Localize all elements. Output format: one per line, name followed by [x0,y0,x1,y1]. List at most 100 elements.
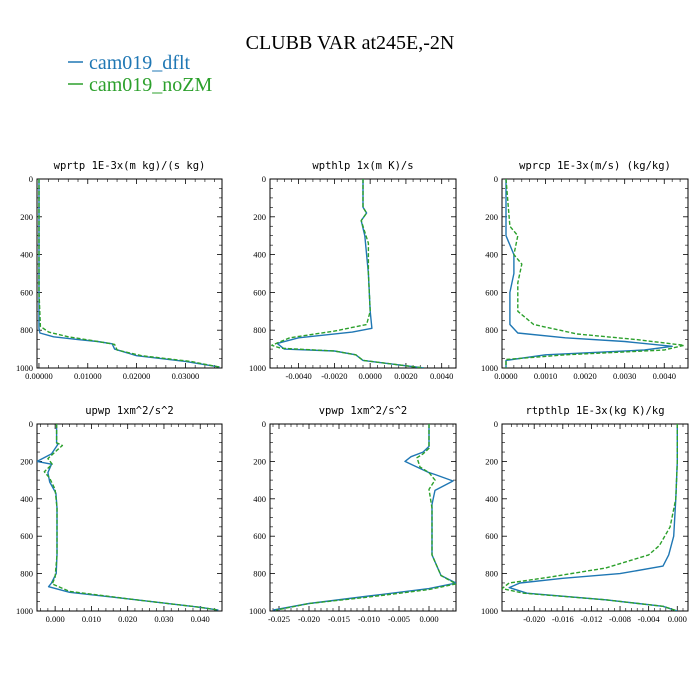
series-line-dflt [508,424,678,611]
x-tick-label: -0.008 [609,614,631,624]
y-tick-label: 0 [494,419,498,429]
legend-label-noZM: cam019_noZM [89,74,213,96]
y-tick-label: 400 [20,250,33,260]
x-tick-label: 0.0020 [394,371,417,381]
y-tick-label: 0 [29,174,33,184]
x-tick-label: 0.000 [419,614,438,624]
x-tick-label: -0.010 [358,614,380,624]
panel-title: rtpthlp 1E-3x(kg K)/kg [525,405,664,417]
x-tick-label: -0.0020 [321,371,347,381]
x-tick-label: 0.030 [154,614,173,624]
panel-title: wprcp 1E-3x(m/s) (kg/kg) [519,160,671,172]
y-tick-label: 800 [485,569,498,579]
y-tick-label: 600 [485,531,498,541]
series-line-noZM [271,179,424,368]
y-tick-label: 600 [20,531,33,541]
y-tick-label: 1000 [481,363,498,373]
panel-title: vpwp 1xm^2/s^2 [319,405,408,417]
panel-title: wprtp 1E-3x(m kg)/(s kg) [54,160,206,172]
y-tick-label: 0 [262,419,266,429]
x-tick-label: -0.0040 [286,371,312,381]
y-tick-label: 0 [262,174,266,184]
x-tick-label: 0.040 [191,614,210,624]
x-tick-label: -0.020 [523,614,545,624]
panel-2: wpthlp 1x(m K)/s 0 200 400 600 800 1000 -0.0040… [249,160,457,381]
y-tick-label: 200 [485,212,498,222]
y-tick-label: 200 [253,456,266,466]
x-tick-label: -0.020 [298,614,320,624]
y-tick-label: 400 [253,494,266,504]
series-line-noZM [38,179,220,368]
series-line-dflt [276,179,424,368]
panel-title: wpthlp 1x(m K)/s [312,160,413,172]
x-tick-label: 0.0010 [534,371,557,381]
x-tick-label: 0.000 [668,614,687,624]
y-tick-label: 0 [494,174,498,184]
y-tick-label: 200 [20,456,33,466]
y-tick-label: 600 [253,287,266,297]
y-tick-label: 600 [20,287,33,297]
y-tick-label: 400 [253,250,266,260]
series-line-dflt [505,179,673,368]
series-line-noZM [505,179,685,368]
series-line-dflt [272,424,456,611]
panel-grid: wprtp 1E-3x(m kg)/(s kg) 0 200 400 600 800 100… [16,160,689,624]
figure-title: CLUBB VAR at245E,-2N [246,32,455,54]
y-tick-label: 800 [253,325,266,335]
y-tick-label: 0 [29,419,33,429]
panel-3: wprcp 1E-3x(m/s) (kg/kg) 0 200 400 600 800 100… [481,160,689,381]
plot-frame [36,178,223,369]
plot-frame [36,423,223,612]
y-tick-label: 400 [485,494,498,504]
y-tick-label: 400 [20,494,33,504]
x-tick-label: -0.004 [638,614,661,624]
y-tick-label: 1000 [481,606,498,616]
x-tick-label: 0.01000 [74,371,102,381]
y-tick-label: 800 [20,325,33,335]
x-tick-label: 0.0000 [494,371,517,381]
y-tick-label: 600 [253,531,266,541]
panel-title: upwp 1xm^2/s^2 [85,405,174,417]
x-tick-label: 0.0000 [358,371,381,381]
x-tick-label: -0.025 [268,614,290,624]
x-tick-label: 0.0040 [653,371,676,381]
plot-frame [269,423,457,612]
panel-6: rtpthlp 1E-3x(kg K)/kg 0 200 400 600 800 1000 -… [481,405,689,624]
y-tick-label: 1000 [249,363,266,373]
x-tick-label: 0.0030 [613,371,636,381]
plot-frame [501,423,689,612]
panel-5: vpwp 1xm^2/s^2 0 200 400 600 800 1000-0.025 -0.… [249,405,457,624]
x-tick-label: 0.03000 [172,371,200,381]
panel-1: wprtp 1E-3x(m kg)/(s kg) 0 200 400 600 800 100… [16,160,223,381]
y-tick-label: 600 [485,287,498,297]
y-tick-label: 1000 [16,606,33,616]
x-tick-label: 0.0020 [573,371,596,381]
y-tick-label: 200 [253,212,266,222]
x-tick-label: -0.016 [552,614,574,624]
x-tick-label: -0.015 [328,614,350,624]
legend-label-dflt: cam019_dflt [89,52,191,74]
y-tick-label: 800 [253,569,266,579]
x-tick-label: -0.012 [580,614,602,624]
x-tick-label: 0.00000 [25,371,53,381]
x-tick-label: -0.005 [388,614,410,624]
series-line-noZM [275,424,456,611]
y-tick-label: 200 [485,456,498,466]
series-line-dflt [37,424,219,611]
series-line-dflt [38,179,220,368]
y-tick-label: 800 [20,569,33,579]
y-tick-label: 800 [485,325,498,335]
y-tick-label: 1000 [16,363,33,373]
legend: cam019_dflt cam019_noZM [68,52,213,96]
y-tick-label: 1000 [249,606,266,616]
x-tick-label: 0.0040 [430,371,453,381]
x-tick-label: 0.020 [118,614,137,624]
x-tick-label: 0.000 [46,614,65,624]
y-tick-label: 400 [485,250,498,260]
panel-4: upwp 1xm^2/s^2 0 200 400 600 800 1000 0.000 0.01… [16,405,223,624]
series-line-noZM [502,424,678,611]
series-line-noZM [43,424,219,611]
x-tick-label: 0.010 [82,614,101,624]
y-tick-label: 200 [20,212,33,222]
x-tick-label: 0.02000 [123,371,151,381]
